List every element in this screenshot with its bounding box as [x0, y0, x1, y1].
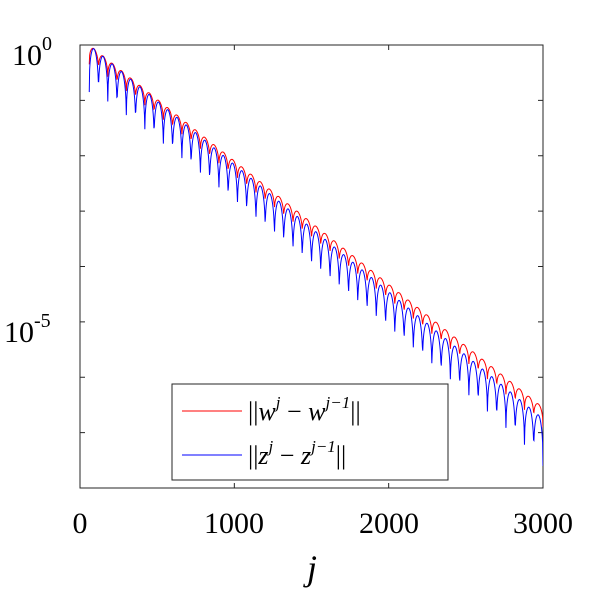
legend-sup: j	[324, 393, 331, 412]
legend-w: w	[308, 397, 326, 426]
legend-sup: −1	[316, 437, 336, 456]
x-tick-label: 0	[73, 507, 88, 540]
axis-ticks	[79, 44, 544, 489]
legend-bars: ||	[336, 441, 346, 470]
y-tick-label-middle: 10 -5	[4, 310, 51, 349]
legend-sup: j	[274, 393, 281, 412]
y-tick-label-top: 10 0	[12, 33, 52, 72]
series-line-0	[88, 47, 543, 428]
y-tick-label-base: 10	[4, 316, 34, 349]
x-axis-label: j	[303, 548, 317, 588]
x-tick-label: 3000	[513, 507, 573, 540]
legend-bars: ||	[248, 441, 258, 470]
y-tick-label-base: 10	[12, 39, 42, 72]
legend-z: z	[257, 441, 268, 470]
legend-sup: −1	[330, 393, 350, 412]
legend-bars: ||	[350, 397, 360, 426]
legend-z: z	[300, 441, 311, 470]
x-tick-label: 1000	[204, 507, 264, 540]
legend-w: w	[258, 397, 276, 426]
y-tick-label-exponent: -5	[34, 310, 51, 332]
legend-entry-w: ||wj − wj−1||	[248, 393, 361, 426]
x-tick-label: 2000	[359, 507, 419, 540]
legend-minus: −	[273, 441, 301, 470]
legend-sup: j	[267, 437, 274, 456]
series-lines	[88, 47, 543, 466]
legend-box	[171, 383, 449, 481]
y-tick-label-exponent: 0	[42, 33, 52, 55]
legend: ||wj − wj−1|| ||zj − zj−1||	[171, 383, 449, 481]
legend-minus: −	[281, 397, 309, 426]
series-line-1	[88, 48, 543, 466]
legend-sup: j	[309, 437, 316, 456]
legend-entry-z: ||zj − zj−1||	[248, 437, 346, 470]
legend-bars: ||	[248, 397, 258, 426]
